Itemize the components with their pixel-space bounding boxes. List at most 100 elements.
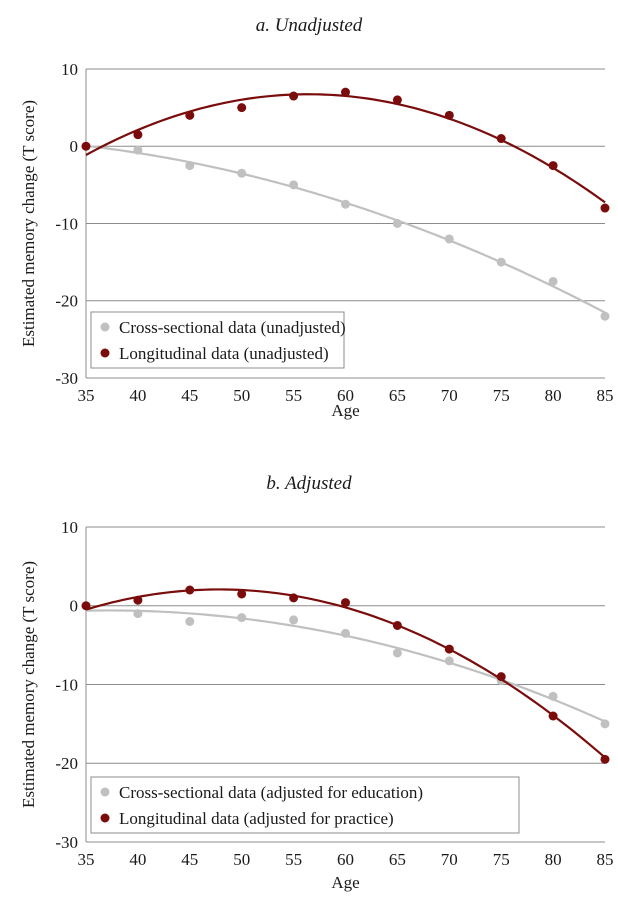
y-tick-label: -10 bbox=[55, 214, 78, 233]
legend-marker bbox=[100, 348, 110, 358]
data-point bbox=[600, 754, 610, 764]
data-point bbox=[444, 644, 454, 654]
panel-b-title: b. Adjusted bbox=[266, 473, 352, 494]
data-point bbox=[392, 620, 402, 630]
y-tick-label: 10 bbox=[61, 518, 78, 537]
x-tick-label: 35 bbox=[78, 386, 95, 405]
x-tick-label: 85 bbox=[597, 386, 614, 405]
series-longitudinal bbox=[81, 87, 610, 213]
panel-a-unadjusted: a. Unadjusted Estimated memory change (T… bbox=[19, 15, 614, 420]
legend-label: Longitudinal data (unadjusted) bbox=[119, 344, 329, 363]
panel-a-legend: Cross-sectional data (unadjusted) Longitu… bbox=[90, 311, 346, 369]
x-tick-label: 80 bbox=[545, 386, 562, 405]
data-point bbox=[133, 145, 143, 155]
panel-a-gridlines bbox=[85, 68, 605, 379]
data-point bbox=[237, 613, 247, 623]
x-tick-label: 35 bbox=[78, 850, 95, 869]
legend-box bbox=[90, 311, 345, 369]
x-tick-label: 60 bbox=[337, 386, 354, 405]
y-tick-label: 0 bbox=[70, 597, 79, 616]
data-point bbox=[81, 141, 91, 151]
x-tick-label: 50 bbox=[233, 850, 250, 869]
data-point bbox=[548, 276, 558, 286]
x-tick-label: 60 bbox=[337, 850, 354, 869]
data-point bbox=[133, 609, 143, 619]
legend-label: Cross-sectional data (adjusted for educa… bbox=[119, 783, 423, 802]
x-tick-label: 80 bbox=[545, 850, 562, 869]
y-tick-label: -20 bbox=[55, 292, 78, 311]
y-tick-label: -20 bbox=[55, 754, 78, 773]
data-point bbox=[392, 219, 402, 228]
data-point bbox=[289, 593, 299, 603]
x-tick-label: 70 bbox=[441, 850, 458, 869]
data-point bbox=[289, 91, 299, 101]
x-tick-label: 50 bbox=[233, 386, 250, 405]
panel-b-y-axis-label: Estimated memory change (T score) bbox=[19, 561, 38, 808]
data-point bbox=[600, 719, 610, 729]
data-point bbox=[341, 199, 350, 209]
data-point bbox=[133, 595, 143, 605]
data-point bbox=[496, 672, 506, 682]
panel-a-y-axis-label: Estimated memory change (T score) bbox=[19, 100, 38, 347]
data-point bbox=[185, 161, 195, 171]
x-tick-label: 75 bbox=[493, 850, 510, 869]
y-tick-label: 10 bbox=[61, 60, 78, 79]
y-tick-label: -30 bbox=[55, 833, 78, 852]
data-point bbox=[237, 103, 247, 113]
data-point bbox=[600, 311, 610, 321]
x-tick-label: 65 bbox=[389, 850, 406, 869]
legend-label: Cross-sectional data (unadjusted) bbox=[119, 318, 346, 337]
data-point bbox=[289, 615, 299, 625]
panel-b-x-axis-label: Age bbox=[331, 873, 359, 892]
data-point bbox=[185, 585, 195, 595]
panel-a-title: a. Unadjusted bbox=[256, 15, 363, 36]
data-point bbox=[341, 598, 350, 608]
x-tick-label: 55 bbox=[285, 850, 302, 869]
legend-box bbox=[90, 776, 520, 834]
x-tick-label: 70 bbox=[441, 386, 458, 405]
data-point bbox=[133, 130, 143, 140]
x-tick-label: 65 bbox=[389, 386, 406, 405]
data-point bbox=[185, 110, 195, 120]
series-cross-sectional bbox=[81, 141, 610, 321]
data-point bbox=[600, 203, 610, 213]
data-point bbox=[548, 711, 558, 721]
x-tick-label: 85 bbox=[597, 850, 614, 869]
series-longitudinal bbox=[81, 585, 610, 764]
trend-line bbox=[85, 144, 606, 314]
y-tick-label: -30 bbox=[55, 369, 78, 388]
x-tick-label: 75 bbox=[493, 386, 510, 405]
trend-line bbox=[85, 609, 606, 723]
data-point bbox=[237, 589, 247, 599]
panel-b-series bbox=[81, 585, 610, 764]
series-cross-sectional bbox=[81, 601, 610, 729]
data-point bbox=[496, 257, 506, 267]
legend-marker bbox=[100, 813, 110, 823]
data-point bbox=[289, 180, 299, 190]
panel-b-gridlines bbox=[85, 526, 605, 843]
data-point bbox=[548, 161, 558, 171]
data-point bbox=[444, 110, 454, 120]
data-point bbox=[341, 628, 350, 638]
panel-b-adjusted: b. Adjusted Estimated memory change (T s… bbox=[19, 473, 614, 892]
data-point bbox=[392, 648, 402, 658]
x-tick-label: 45 bbox=[181, 386, 198, 405]
data-point bbox=[392, 95, 402, 105]
trend-line bbox=[85, 93, 606, 204]
data-point bbox=[548, 691, 558, 701]
data-point bbox=[444, 234, 454, 244]
data-point bbox=[185, 617, 195, 626]
data-point bbox=[341, 87, 350, 97]
data-point bbox=[237, 168, 247, 178]
y-tick-label: -10 bbox=[55, 675, 78, 694]
panel-a-series bbox=[81, 87, 610, 321]
legend-marker bbox=[100, 322, 110, 332]
data-point bbox=[81, 601, 91, 611]
x-tick-label: 40 bbox=[129, 386, 146, 405]
panel-a-x-axis-label: Age bbox=[331, 401, 359, 420]
panel-b-legend: Cross-sectional data (adjusted for educa… bbox=[90, 776, 520, 834]
y-tick-label: 0 bbox=[70, 137, 79, 156]
